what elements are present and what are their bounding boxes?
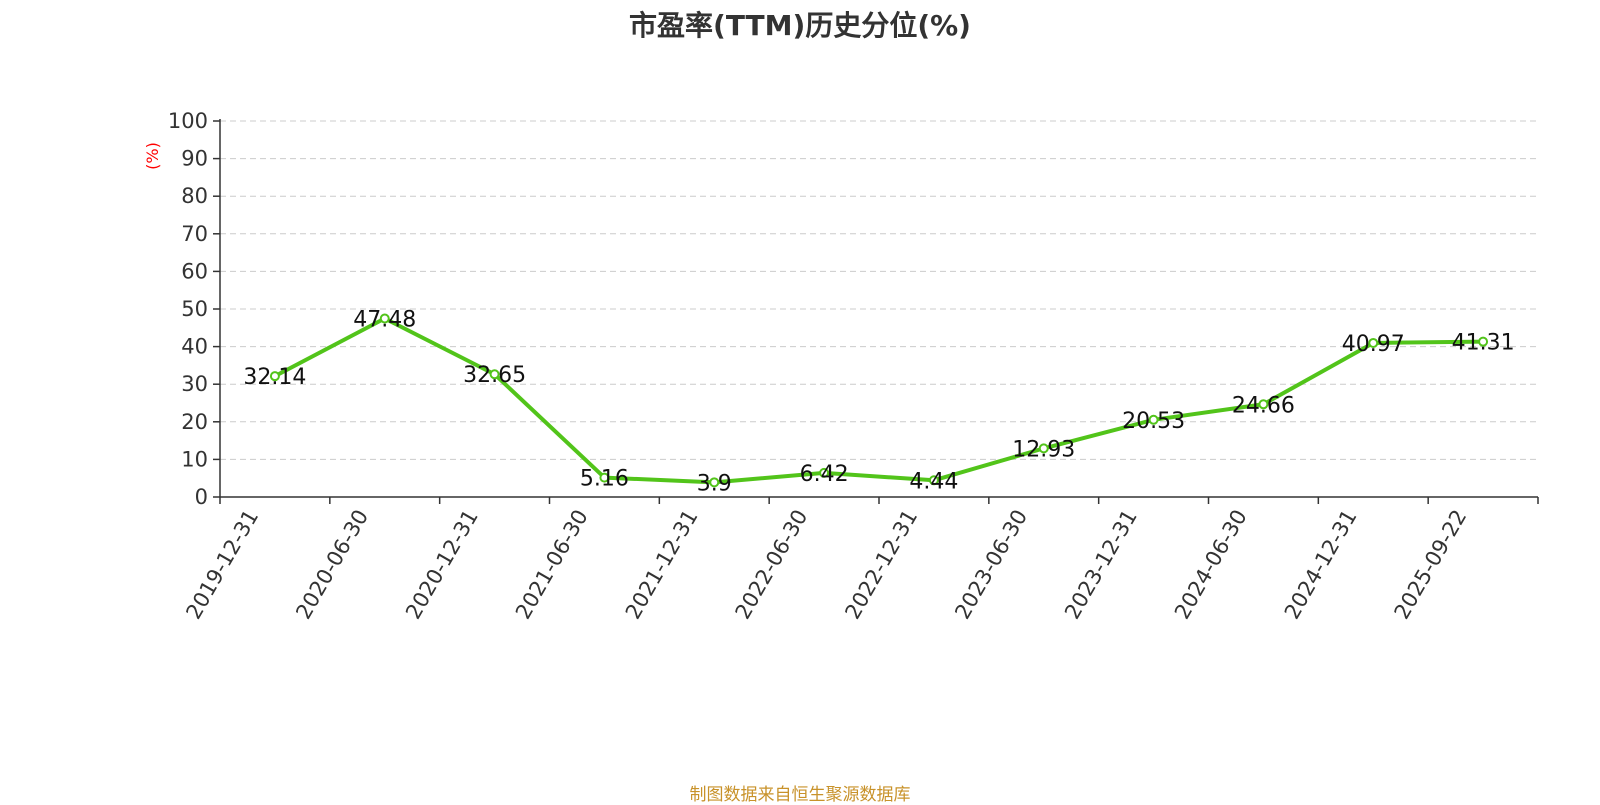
data-point: [1368, 337, 1379, 348]
grid-lines: [220, 120, 1538, 460]
data-label: 3.9: [697, 471, 732, 496]
data-point: [269, 371, 280, 382]
y-tick-label: 40: [181, 335, 208, 359]
source-note: 制图数据来自恒生聚源数据库: [689, 785, 911, 805]
x-tick-label: 2024-06-30: [1170, 506, 1252, 624]
x-tick-label: 2020-12-31: [401, 506, 483, 624]
data-point: [1038, 443, 1049, 454]
y-tick-label: 70: [181, 222, 208, 246]
x-tick-label: 2022-12-31: [840, 506, 922, 624]
y-tick-label: 100: [168, 109, 208, 133]
data-point: [1148, 414, 1159, 425]
x-tick-label: 2023-06-30: [950, 506, 1032, 624]
y-tick-label: 20: [181, 410, 208, 434]
data-label: 40.97: [1342, 332, 1405, 357]
data-point: [1258, 399, 1269, 410]
y-axis-label: (%): [143, 142, 162, 170]
y-tick-label: 50: [181, 297, 208, 321]
x-tick-label: 2022-06-30: [731, 506, 813, 624]
x-tick-label: 2021-06-30: [511, 506, 593, 624]
y-tick-label: 30: [181, 372, 208, 396]
x-tick-label: 2020-06-30: [291, 506, 373, 624]
data-label: 20.53: [1122, 409, 1185, 434]
y-tick-label: 0: [195, 485, 208, 509]
y-tick-label: 60: [181, 259, 208, 283]
data-point: [599, 472, 610, 483]
chart-title: 市盈率(TTM)历史分位(%): [629, 9, 971, 42]
x-tick-label: 2024-12-31: [1280, 506, 1362, 624]
data-label: 5.16: [580, 467, 629, 492]
data-point: [709, 477, 720, 488]
y-tick-label: 10: [181, 447, 208, 471]
y-tick-label: 90: [181, 147, 208, 171]
data-point: [379, 313, 390, 324]
data-label: 47.48: [353, 307, 416, 332]
data-label: 4.44: [909, 469, 958, 494]
data-label: 32.65: [463, 363, 526, 388]
series-polyline: [272, 316, 1486, 485]
data-label: 41.31: [1452, 331, 1515, 356]
y-tick-label: 80: [181, 184, 208, 208]
data-point: [489, 369, 500, 380]
data-label: 24.66: [1232, 393, 1295, 418]
x-tick-label: 2021-12-31: [621, 506, 703, 624]
data-label: 6.42: [800, 462, 849, 487]
x-tick-label: 2019-12-31: [181, 506, 263, 624]
data-label: 12.93: [1012, 437, 1075, 462]
data-label: 32.14: [243, 365, 306, 390]
data-labels: 32.14 47.48 32.65 5.16 3.9 6.42 4.44 12.93 20.53…: [243, 307, 1514, 496]
data-point: [1478, 336, 1489, 347]
data-point: [819, 467, 830, 478]
x-tick-label: 2025-09-22: [1390, 506, 1472, 624]
data-point: [928, 475, 939, 486]
series-line: [269, 313, 1489, 488]
x-tick-label: 2023-12-31: [1060, 506, 1142, 624]
